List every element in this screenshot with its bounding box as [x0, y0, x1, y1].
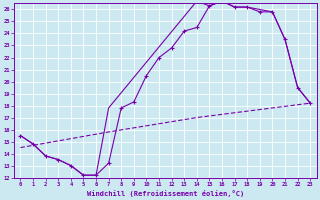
X-axis label: Windchill (Refroidissement éolien,°C): Windchill (Refroidissement éolien,°C): [87, 190, 244, 197]
